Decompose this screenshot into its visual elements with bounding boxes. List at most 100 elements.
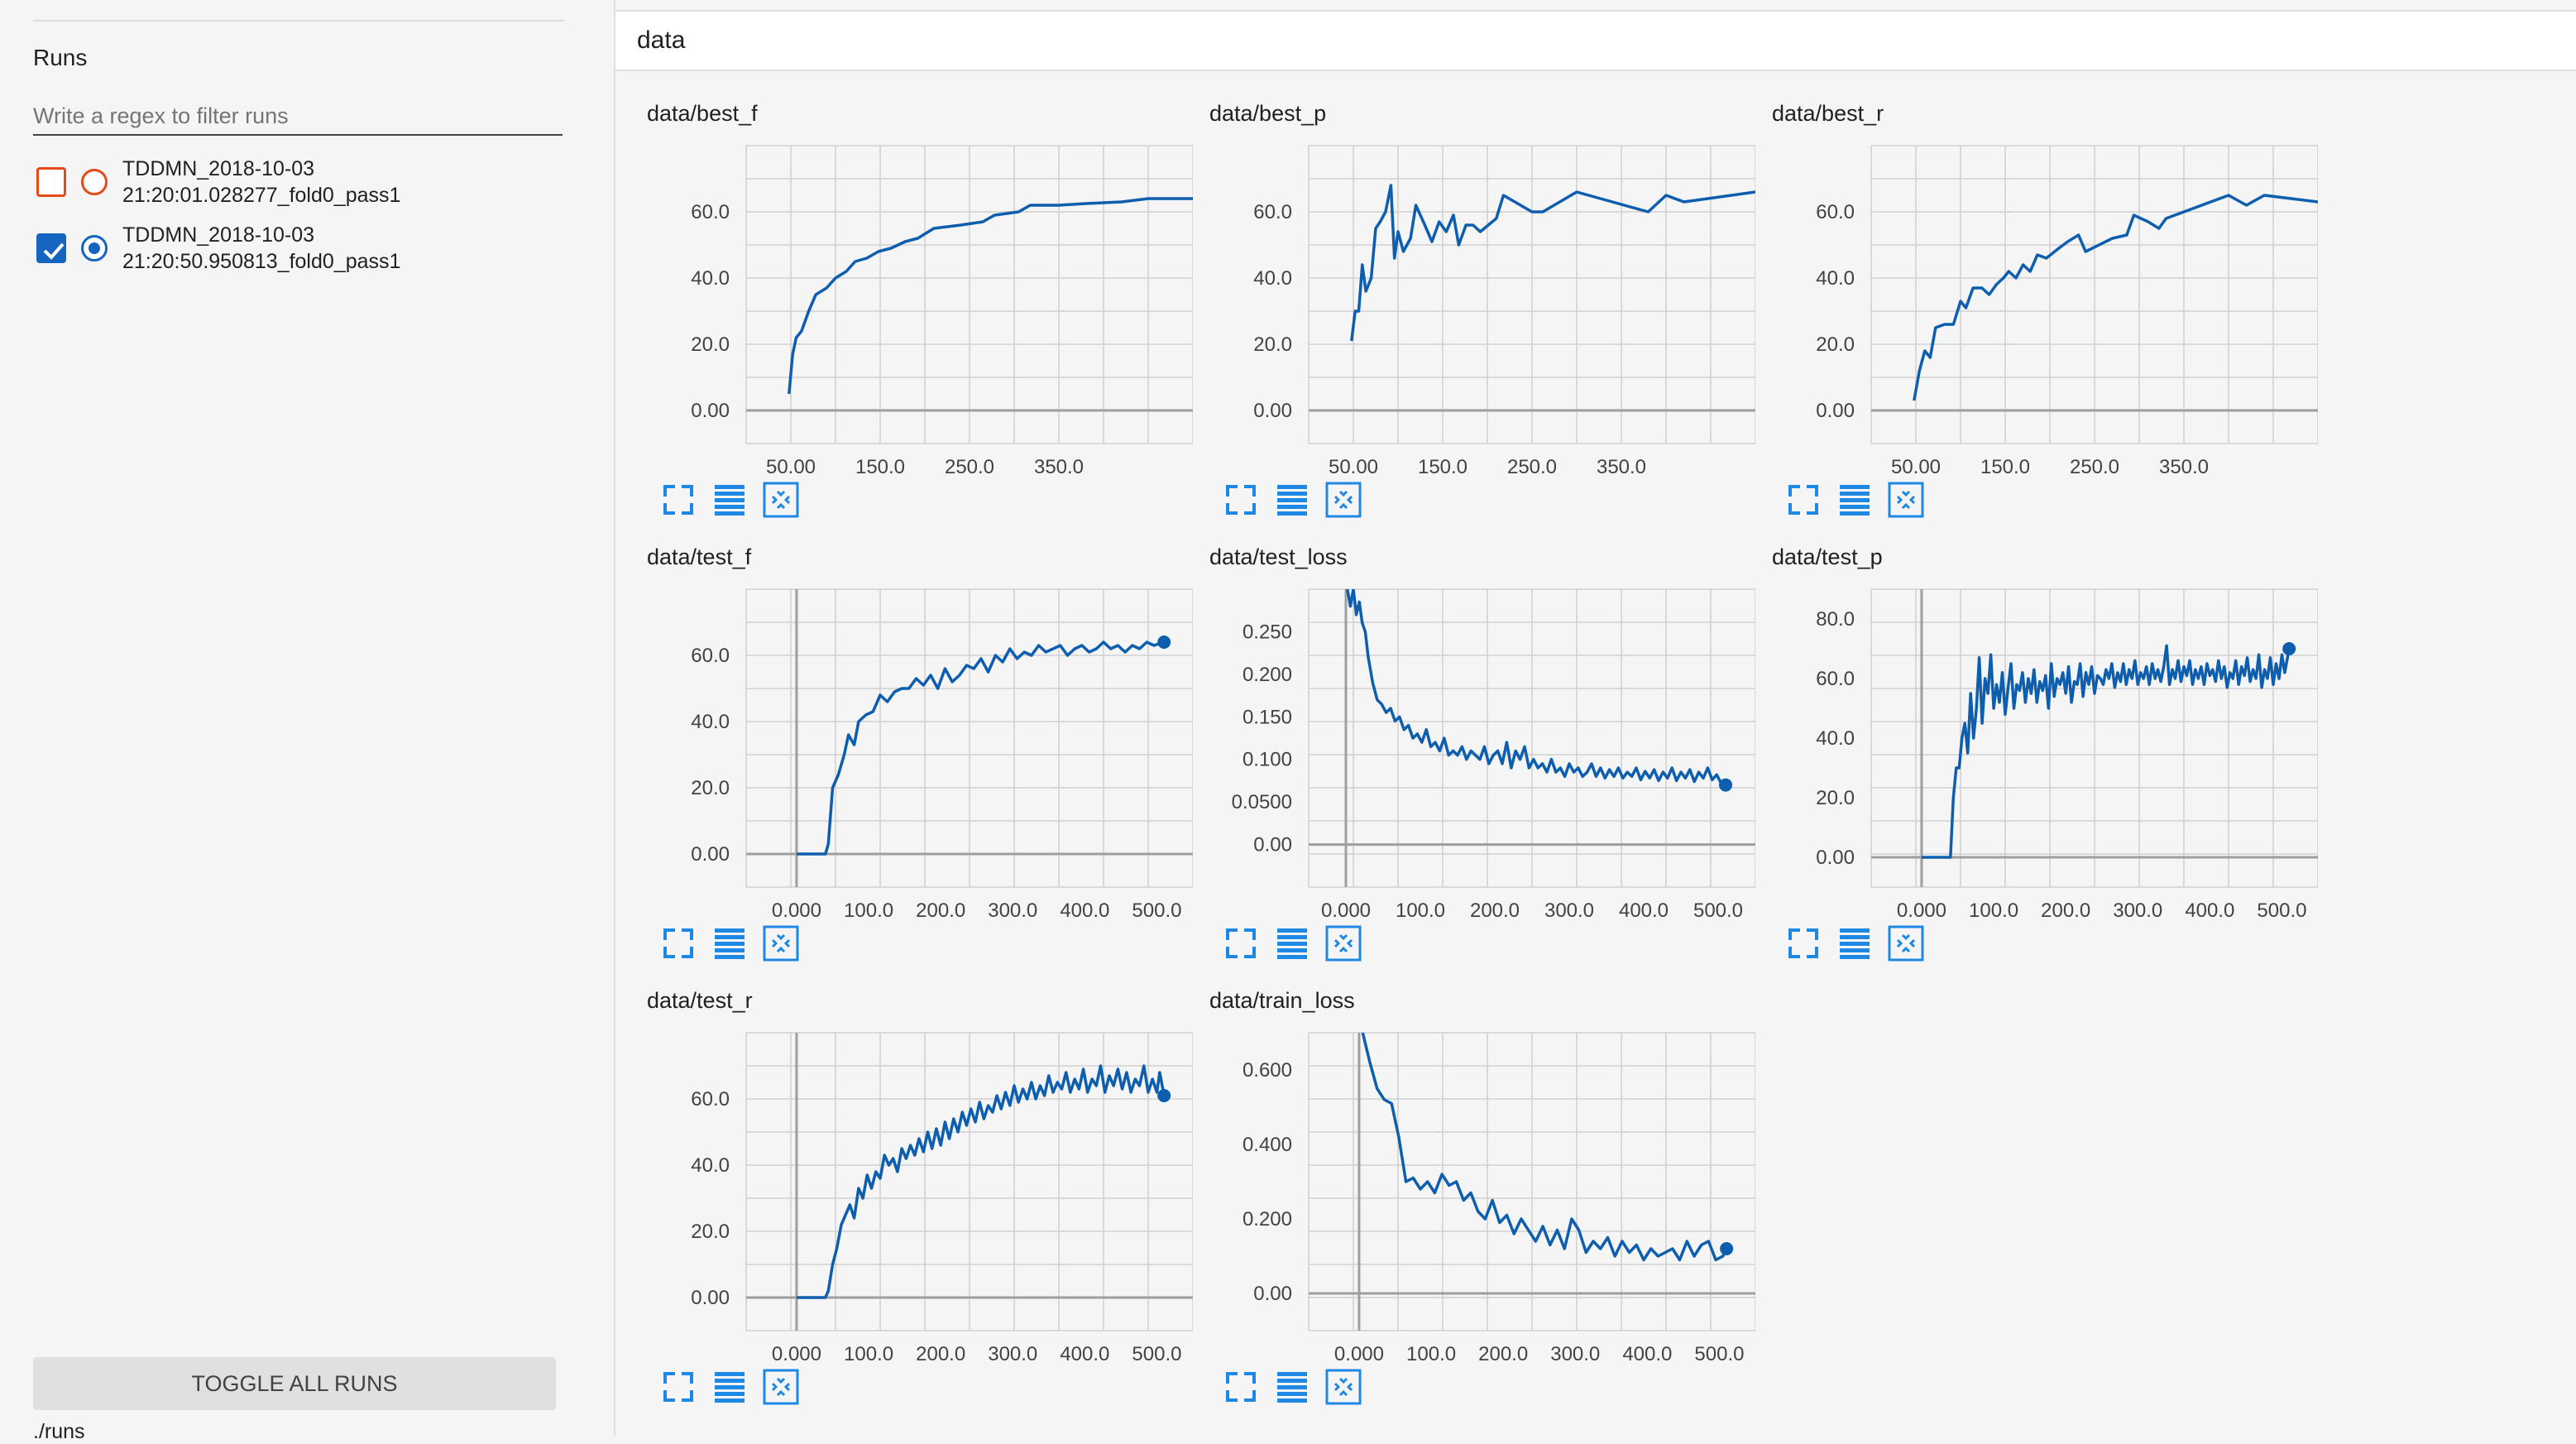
x-tick-label: 100.0: [1969, 900, 2018, 919]
chart-card: data/test_p 0.000 100.0 200.0 300.0 400.0 500…: [1772, 544, 2318, 976]
fullscreen-icon[interactable]: [1784, 480, 1823, 520]
chart-title: data/train_loss: [1209, 988, 1355, 1013]
toggle-all-runs-button[interactable]: TOGGLE ALL RUNS: [33, 1357, 556, 1410]
list-icon[interactable]: [1835, 923, 1875, 963]
fit-domain-icon[interactable]: [1324, 1367, 1363, 1407]
x-tick-label: 500.0: [1132, 900, 1181, 919]
y-tick-label: 0.200: [1243, 664, 1292, 686]
chart-title: data/test_r: [647, 988, 753, 1013]
y-tick-label: 40.0: [1253, 267, 1292, 290]
y-tick-label: 40.0: [1816, 267, 1855, 290]
list-icon[interactable]: [710, 923, 749, 963]
chart-toolbar: [1784, 923, 1949, 963]
chart-toolbar: [1221, 480, 1386, 520]
run-radio[interactable]: [81, 235, 108, 261]
run-radio[interactable]: [81, 169, 108, 195]
x-tick-label: 150.0: [1980, 456, 2030, 475]
x-tick-label: 0.000: [1334, 1343, 1384, 1362]
line-chart: 0.000 100.0 200.0 300.0 400.0 500.0 0.00 0.0500…: [1232, 588, 1755, 919]
y-tick-label: 0.00: [1253, 400, 1292, 422]
x-tick-label: 500.0: [1693, 900, 1743, 919]
run-item[interactable]: TDDMN_2018-10-03 21:20:50.950813_fold0_p…: [36, 218, 566, 288]
run-filter-input[interactable]: [33, 98, 563, 136]
chart-card: data/test_loss 0.000 100.0 200.0 300.0 400.0…: [1209, 544, 1755, 976]
y-tick-label: 60.0: [691, 201, 730, 223]
x-tick-label: 250.0: [2070, 456, 2119, 475]
y-tick-label: 40.0: [691, 1154, 730, 1177]
y-tick-label: 60.0: [1816, 201, 1855, 223]
list-icon[interactable]: [710, 480, 749, 520]
last-point-marker: [1719, 778, 1732, 792]
run-name-line1: TDDMN_2018-10-03: [122, 157, 315, 180]
y-tick-label: 60.0: [691, 1088, 730, 1111]
fit-domain-icon[interactable]: [1886, 923, 1926, 963]
fit-domain-icon[interactable]: [761, 1367, 801, 1407]
y-tick-label: 0.00: [691, 1287, 730, 1309]
x-tick-label: 400.0: [1619, 900, 1669, 919]
x-tick-label: 250.0: [945, 456, 994, 475]
series-line: [797, 640, 1165, 856]
chart-title: data/test_loss: [1209, 544, 1348, 569]
last-point-marker: [1157, 636, 1171, 649]
fullscreen-icon[interactable]: [1784, 923, 1823, 963]
series-line: [1913, 194, 2318, 401]
fit-domain-icon[interactable]: [1886, 480, 1926, 520]
fit-domain-icon[interactable]: [1324, 923, 1363, 963]
run-item[interactable]: TDDMN_2018-10-03 21:20:01.028277_fold0_p…: [36, 152, 566, 222]
x-tick-label: 100.0: [844, 1343, 893, 1362]
x-tick-label: 300.0: [988, 1343, 1037, 1362]
fit-domain-icon[interactable]: [1324, 480, 1363, 520]
runs-title: Runs: [33, 45, 88, 70]
y-tick-label: 0.00: [691, 843, 730, 866]
x-tick-label: 400.0: [2185, 900, 2234, 919]
x-tick-label: 400.0: [1060, 1343, 1109, 1362]
series-line: [1350, 184, 1755, 342]
fit-domain-icon[interactable]: [761, 480, 801, 520]
run-checkbox[interactable]: [36, 233, 66, 263]
list-icon[interactable]: [1272, 480, 1312, 520]
series-line: [1361, 1033, 1728, 1262]
x-tick-label: 150.0: [1418, 456, 1468, 475]
y-tick-label: 20.0: [691, 777, 730, 799]
fullscreen-icon[interactable]: [1221, 480, 1261, 520]
x-tick-label: 250.0: [1507, 456, 1557, 475]
list-icon[interactable]: [1272, 1367, 1312, 1407]
fullscreen-icon[interactable]: [658, 923, 698, 963]
chart-title: data/test_p: [1772, 544, 1883, 569]
fullscreen-icon[interactable]: [1221, 923, 1261, 963]
run-checkbox[interactable]: [36, 167, 66, 197]
chart-card: data/test_r 0.000 100.0 200.0 300.0 400.0 500…: [647, 988, 1193, 1420]
x-tick-label: 200.0: [2041, 900, 2090, 919]
x-tick-label: 400.0: [1060, 900, 1109, 919]
fit-domain-icon[interactable]: [761, 923, 801, 963]
chart-card: data/best_p 50.00 150.0 250.0 350.0 0.00 20.0…: [1209, 101, 1755, 533]
x-tick-label: 300.0: [1550, 1343, 1600, 1362]
y-tick-label: 0.600: [1243, 1059, 1292, 1082]
x-tick-label: 500.0: [1132, 1343, 1181, 1362]
list-icon[interactable]: [1272, 923, 1312, 963]
x-tick-label: 0.000: [1897, 900, 1946, 919]
fullscreen-icon[interactable]: [1221, 1367, 1261, 1407]
line-chart: 50.00 150.0 250.0 350.0 0.00 20.0 40.0 60.0: [1816, 145, 2318, 475]
y-tick-label: 0.150: [1243, 706, 1292, 728]
chart-card: data/best_r 50.00 150.0 250.0 350.0 0.00 20.0…: [1772, 101, 2318, 533]
y-tick-label: 0.250: [1243, 621, 1292, 643]
chart-toolbar: [1784, 480, 1949, 520]
y-tick-label: 0.400: [1243, 1134, 1292, 1156]
chart-toolbar: [658, 923, 824, 963]
fullscreen-icon[interactable]: [658, 480, 698, 520]
fullscreen-icon[interactable]: [658, 1367, 698, 1407]
last-point-marker: [1720, 1242, 1734, 1255]
y-tick-label: 0.0500: [1232, 791, 1292, 813]
check-icon: [43, 242, 65, 260]
y-tick-label: 60.0: [1253, 201, 1292, 223]
list-icon[interactable]: [710, 1367, 749, 1407]
category-header[interactable]: data: [615, 10, 2576, 71]
y-tick-label: 40.0: [691, 711, 730, 733]
main-panel: data data/best_f 50.00 150.0 250.0 350.0 0.0…: [615, 0, 2576, 1437]
y-tick-label: 80.0: [1816, 608, 1855, 631]
x-tick-label: 350.0: [2159, 456, 2209, 475]
y-tick-label: 60.0: [691, 645, 730, 667]
list-icon[interactable]: [1835, 480, 1875, 520]
chart-card: data/train_loss 0.000 100.0 200.0 300.0 400.…: [1209, 988, 1755, 1420]
